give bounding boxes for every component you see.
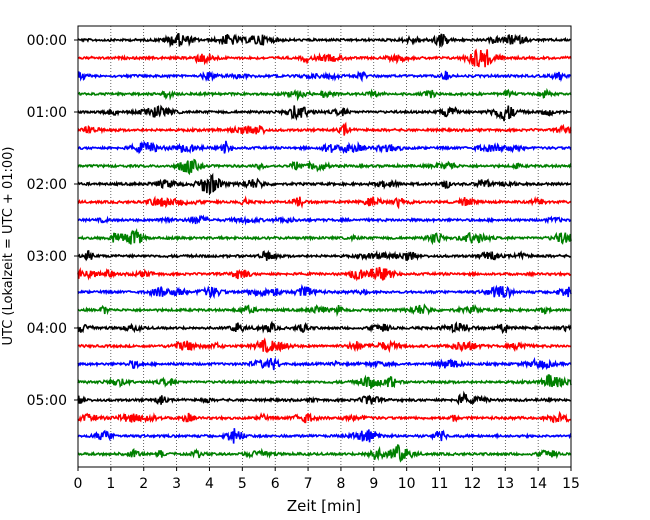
trace-row (77, 48, 572, 68)
x-tick-label: 10 (398, 476, 416, 492)
trace-row (77, 444, 572, 463)
trace-row (77, 303, 572, 317)
y-tick-label: 04:00 (27, 321, 67, 337)
trace-row (77, 87, 572, 102)
trace-row (77, 195, 572, 210)
trace-row (77, 172, 572, 196)
trace-row (77, 70, 572, 83)
trace-row (77, 320, 572, 335)
trace-row (77, 337, 572, 354)
plot-frame (77, 25, 572, 468)
x-tick-label: 3 (172, 476, 181, 492)
x-tick-label: 6 (271, 476, 280, 492)
x-tick-label: 0 (74, 476, 83, 492)
trace-row (77, 140, 572, 155)
y-axis-label: UTC (Lokalzeit = UTC + 01:00) (1, 147, 16, 346)
x-axis: 0 1 2 3 4 5 6 7 8 9 10 11 12 13 14 15 (74, 467, 580, 492)
trace-row (77, 374, 572, 390)
y-axis: 00:00 01:00 02:00 03:00 04:00 05:00 (27, 33, 78, 409)
trace-row (77, 283, 572, 300)
y-tick-label: 03:00 (27, 249, 67, 265)
x-axis-label: Zeit [min] (287, 497, 361, 515)
x-tick-label: 12 (463, 476, 481, 492)
trace-row (77, 32, 572, 48)
y-tick-label: 01:00 (27, 105, 67, 121)
seismic-traces (77, 32, 572, 463)
x-tick-label: 14 (529, 476, 547, 492)
y-tick-label: 05:00 (27, 393, 67, 409)
x-tick-label: 2 (139, 476, 148, 492)
trace-row (77, 158, 572, 176)
trace-row (77, 104, 572, 122)
x-tick-label: 1 (106, 476, 115, 492)
x-tick-label: 11 (431, 476, 449, 492)
trace-row (77, 249, 572, 262)
x-tick-label: 7 (304, 476, 313, 492)
trace-row (77, 214, 572, 226)
x-tick-label: 5 (238, 476, 247, 492)
trace-row (77, 356, 572, 371)
trace-row (77, 121, 572, 136)
trace-row (77, 227, 572, 246)
y-tick-label: 02:00 (27, 177, 67, 193)
x-tick-label: 9 (369, 476, 378, 492)
y-tick-label: 00:00 (27, 33, 67, 49)
x-tick-label: 13 (496, 476, 514, 492)
x-tick-label: 4 (205, 476, 214, 492)
trace-row (77, 266, 572, 282)
trace-row (77, 428, 572, 444)
trace-row (77, 410, 572, 424)
x-tick-label: 8 (336, 476, 345, 492)
x-tick-label: 15 (562, 476, 580, 492)
trace-row (77, 390, 572, 406)
